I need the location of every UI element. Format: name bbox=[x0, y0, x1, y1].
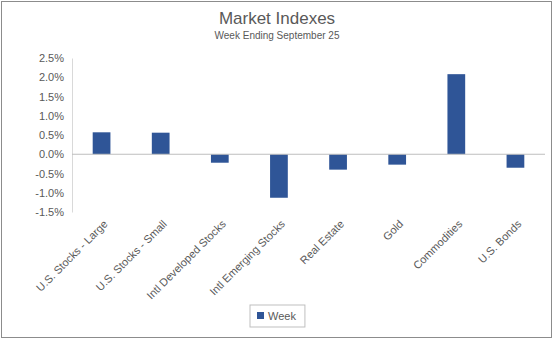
x-tick: Commodities bbox=[411, 217, 465, 271]
y-tick-label: 1.0% bbox=[39, 110, 64, 122]
zero-line bbox=[72, 154, 545, 155]
x-tick-label: Intl Emerging Stocks bbox=[207, 217, 287, 297]
bar bbox=[447, 74, 465, 154]
subtitle: Week Ending September 25 bbox=[215, 30, 340, 41]
y-tick-label: 0.0% bbox=[39, 148, 64, 160]
bar bbox=[93, 132, 111, 154]
x-tick: Gold bbox=[380, 218, 405, 243]
bar bbox=[152, 133, 170, 155]
y-tick-label: 2.0% bbox=[39, 71, 64, 83]
bar bbox=[270, 154, 288, 198]
y-tick-label: -0.5% bbox=[35, 168, 64, 180]
y-tick-label: 2.5% bbox=[39, 52, 64, 64]
y-tick: 1.5% bbox=[39, 91, 72, 103]
x-tick-label: Real Estate bbox=[297, 218, 346, 267]
y-axis-line bbox=[72, 59, 73, 213]
x-tick: Intl Emerging Stocks bbox=[207, 217, 287, 297]
chart: Market Indexes Week Ending September 25 -1… bbox=[0, 0, 554, 340]
x-tick: Real Estate bbox=[297, 218, 346, 267]
bars bbox=[93, 74, 525, 198]
y-tick-label: 1.5% bbox=[39, 91, 64, 103]
bar bbox=[329, 154, 347, 169]
y-tick: 1.0% bbox=[39, 110, 72, 122]
y-tick: -1.5% bbox=[35, 206, 72, 218]
bar bbox=[507, 154, 525, 167]
y-tick: 2.5% bbox=[39, 52, 72, 64]
x-tick: U.S. Bonds bbox=[476, 217, 524, 265]
x-tick-label: Gold bbox=[380, 218, 405, 243]
y-axis: -1.5% -1.0% -0.5% 0.0% 0.5% 1.0% 1.5% 2.0% 2.5% bbox=[35, 52, 72, 218]
legend-label: Week bbox=[268, 310, 296, 322]
x-tick-label: U.S. Bonds bbox=[476, 217, 524, 265]
x-axis: U.S. Stocks - LargeU.S. Stocks - SmallIn… bbox=[34, 217, 524, 301]
y-tick: -1.0% bbox=[35, 187, 72, 199]
chart-frame bbox=[2, 2, 552, 338]
title: Market Indexes bbox=[219, 9, 335, 28]
y-tick: 2.0% bbox=[39, 71, 72, 83]
x-tick-label: Commodities bbox=[411, 217, 465, 271]
bar bbox=[388, 154, 406, 164]
legend: Week bbox=[250, 305, 305, 327]
y-tick-label: 0.5% bbox=[39, 129, 64, 141]
legend-swatch bbox=[257, 312, 264, 319]
y-tick: -0.5% bbox=[35, 168, 72, 180]
legend-frame bbox=[250, 305, 305, 327]
y-tick: 0.5% bbox=[39, 129, 72, 141]
y-tick-label: -1.5% bbox=[35, 206, 64, 218]
y-tick: 0.0% bbox=[39, 148, 72, 160]
bar bbox=[211, 154, 229, 162]
y-tick-label: -1.0% bbox=[35, 187, 64, 199]
